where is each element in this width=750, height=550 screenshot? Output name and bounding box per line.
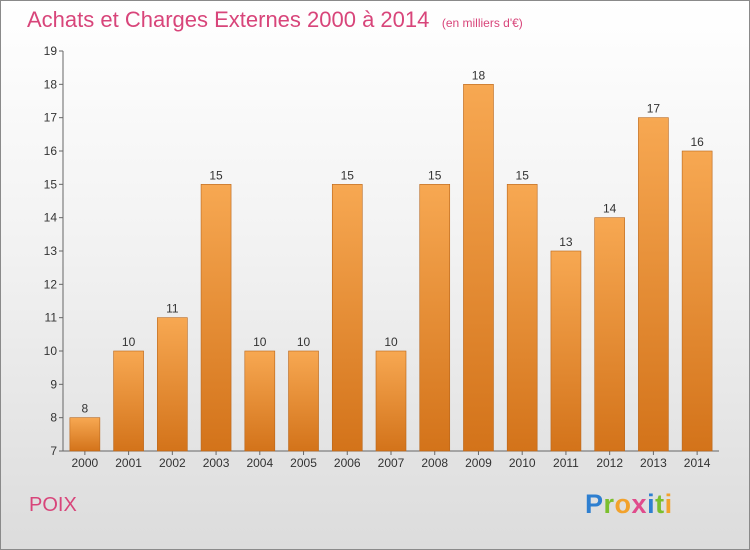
- bar: [594, 217, 625, 452]
- x-tick-label: 2011: [553, 456, 579, 470]
- logo-letter: P: [585, 489, 604, 519]
- y-tick-label: 8: [50, 411, 57, 425]
- logo-letter: i: [647, 489, 656, 519]
- chart-title-text: Achats et Charges Externes 2000 à 2014: [27, 7, 430, 32]
- x-tick-label: 2009: [465, 456, 492, 470]
- x-tick-label: 2010: [509, 456, 536, 470]
- data-label: 18: [472, 68, 486, 82]
- bar: [157, 317, 188, 452]
- x-tick-label: 2002: [159, 456, 186, 470]
- data-label: 16: [690, 135, 704, 149]
- y-tick-label: 15: [44, 177, 58, 191]
- data-label: 14: [603, 202, 617, 216]
- x-tick-label: 2000: [72, 456, 99, 470]
- x-tick-label: 2004: [246, 456, 273, 470]
- y-tick-label: 18: [44, 77, 58, 91]
- bar: [463, 84, 494, 452]
- commune-name: POIX: [29, 494, 77, 516]
- logo-letter: r: [603, 489, 615, 519]
- bar: [69, 417, 101, 452]
- y-tick-label: 17: [44, 111, 58, 125]
- data-label: 10: [297, 335, 311, 349]
- bar: [113, 350, 144, 452]
- x-tick-label: 2005: [290, 456, 317, 470]
- y-tick-label: 10: [44, 344, 58, 358]
- y-tick-label: 16: [44, 144, 58, 158]
- data-label: 17: [647, 102, 661, 116]
- y-tick-label: 12: [44, 277, 58, 291]
- chart-bars: [69, 84, 713, 452]
- y-tick-label: 11: [45, 311, 58, 325]
- logo-letter: o: [614, 489, 632, 519]
- x-tick-label: 2013: [640, 456, 667, 470]
- y-tick-label: 13: [44, 244, 58, 258]
- y-tick-label: 19: [44, 44, 58, 58]
- data-label: 11: [166, 302, 179, 316]
- chart-unit-note: (en milliers d'€): [441, 16, 523, 30]
- x-tick-label: 2006: [334, 456, 361, 470]
- data-label: 15: [209, 168, 223, 182]
- x-tick-label: 2007: [378, 456, 405, 470]
- data-label: 8: [82, 402, 89, 416]
- data-label: 10: [253, 335, 267, 349]
- data-label: 10: [122, 335, 136, 349]
- bar: [331, 184, 363, 452]
- y-tick-label: 9: [50, 377, 57, 391]
- bar: [375, 350, 407, 452]
- bar: [200, 184, 232, 452]
- data-label: 15: [341, 168, 355, 182]
- bar: [550, 250, 582, 452]
- data-label: 10: [384, 335, 398, 349]
- logo-letter: i: [664, 489, 673, 519]
- y-tick-label: 7: [50, 444, 57, 458]
- bar: [419, 184, 451, 452]
- y-tick-label: 14: [44, 211, 58, 225]
- x-tick-label: 2014: [684, 456, 711, 470]
- data-label: 13: [559, 235, 573, 249]
- data-label: 15: [428, 168, 442, 182]
- logo-letter: x: [631, 489, 648, 519]
- bar: [638, 117, 669, 452]
- proxiti-logo: Proxiti: [585, 489, 673, 520]
- x-tick-label: 2003: [203, 456, 230, 470]
- logo-letter: t: [655, 489, 665, 519]
- x-tick-label: 2001: [115, 456, 142, 470]
- chart-labels: 8 2000 10 2001 11 2002 15 2003 10 2004 10 2005 15 200…: [72, 68, 711, 470]
- bar: [244, 350, 276, 452]
- x-tick-label: 2008: [421, 456, 448, 470]
- bar: [681, 150, 713, 452]
- data-label: 15: [516, 168, 530, 182]
- bar: [288, 350, 319, 452]
- chart-title: Achats et Charges Externes 2000 à 2014 (…: [27, 7, 523, 33]
- x-tick-label: 2012: [596, 456, 623, 470]
- bar: [506, 184, 538, 452]
